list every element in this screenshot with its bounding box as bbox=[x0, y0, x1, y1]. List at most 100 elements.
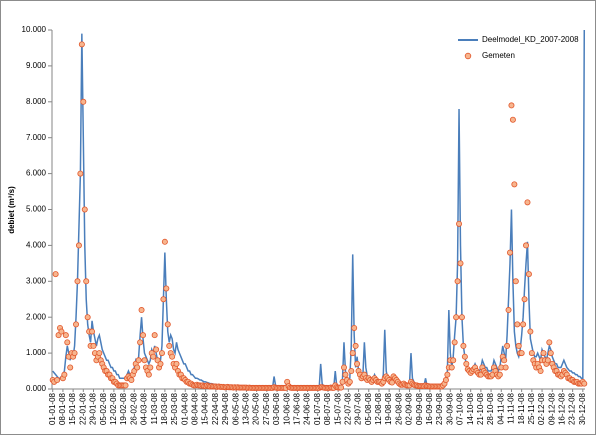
y-tick-label: 5.000 bbox=[26, 205, 47, 214]
data-point bbox=[520, 321, 527, 328]
data-point bbox=[160, 296, 167, 303]
x-tick-label: 23-12-08 bbox=[568, 392, 577, 425]
x-tick-label: 14-10-08 bbox=[466, 392, 475, 425]
data-point bbox=[354, 360, 361, 367]
data-point bbox=[509, 116, 516, 123]
data-point bbox=[164, 321, 171, 328]
data-point bbox=[73, 321, 80, 328]
x-tick-label: 05-02-08 bbox=[99, 392, 108, 425]
data-point bbox=[496, 371, 503, 378]
data-point bbox=[537, 368, 544, 375]
data-point bbox=[461, 353, 468, 360]
data-point bbox=[141, 357, 148, 364]
data-point bbox=[161, 238, 168, 245]
data-point bbox=[173, 360, 180, 367]
x-tick-label: 08-07-08 bbox=[323, 392, 332, 425]
x-tick-label: 22-01-08 bbox=[78, 392, 87, 425]
data-point bbox=[457, 260, 464, 267]
data-point bbox=[504, 342, 511, 349]
x-tick-label: 30-09-08 bbox=[445, 392, 454, 425]
data-point bbox=[463, 360, 470, 367]
data-point bbox=[62, 332, 69, 339]
x-tick-label: 11-03-08 bbox=[150, 392, 159, 424]
data-point bbox=[527, 328, 534, 335]
data-point bbox=[134, 364, 141, 371]
legend-label: Gemeten bbox=[482, 51, 515, 60]
data-point bbox=[511, 181, 518, 188]
x-tick-label: 12-02-08 bbox=[109, 392, 118, 425]
data-point bbox=[89, 328, 96, 335]
data-point bbox=[151, 332, 158, 339]
data-point bbox=[544, 357, 551, 364]
data-point bbox=[71, 350, 78, 357]
data-point bbox=[348, 368, 355, 375]
y-tick-label: 3.000 bbox=[26, 276, 47, 285]
data-point bbox=[514, 321, 521, 328]
data-point bbox=[454, 278, 461, 285]
x-tick-label: 10-06-08 bbox=[282, 392, 291, 425]
x-tick-label: 22-07-08 bbox=[343, 392, 352, 425]
x-tick-label: 02-12-08 bbox=[537, 392, 546, 425]
x-tick-label: 04-03-08 bbox=[140, 392, 149, 425]
x-tick-label: 25-03-08 bbox=[170, 392, 179, 425]
data-point bbox=[546, 339, 553, 346]
x-tick-label: 24-06-08 bbox=[303, 392, 312, 425]
x-tick-label: 09-09-08 bbox=[415, 392, 424, 425]
x-tick-label: 12-08-08 bbox=[374, 392, 383, 425]
data-point bbox=[512, 278, 519, 285]
data-point bbox=[507, 249, 514, 256]
data-point bbox=[525, 271, 532, 278]
data-point bbox=[54, 377, 61, 384]
data-point bbox=[338, 384, 345, 391]
x-tick-label: 30-12-08 bbox=[578, 392, 587, 425]
data-point bbox=[58, 328, 65, 335]
data-point bbox=[456, 220, 463, 227]
x-tick-label: 04-11-08 bbox=[496, 392, 505, 424]
x-tick-label: 02-09-08 bbox=[405, 392, 414, 425]
data-point bbox=[122, 382, 129, 389]
y-tick-label: 7.000 bbox=[26, 133, 47, 142]
data-point bbox=[74, 278, 81, 285]
data-point bbox=[351, 324, 358, 331]
data-point bbox=[521, 296, 528, 303]
data-point bbox=[81, 206, 88, 213]
x-tick-label: 25-11-08 bbox=[527, 392, 536, 424]
x-tick-label: 21-10-08 bbox=[476, 392, 485, 425]
data-point bbox=[340, 364, 347, 371]
data-point bbox=[140, 332, 147, 339]
y-tick-label: 1.000 bbox=[26, 348, 47, 357]
data-point bbox=[84, 314, 91, 321]
x-tick-label: 19-08-08 bbox=[384, 392, 393, 425]
x-tick-label: 29-04-08 bbox=[221, 392, 230, 425]
data-point bbox=[78, 41, 85, 48]
x-tick-label: 15-07-08 bbox=[333, 392, 342, 425]
data-point bbox=[83, 278, 90, 285]
data-point bbox=[453, 314, 460, 321]
data-point bbox=[52, 271, 59, 278]
x-tick-label: 18-03-08 bbox=[160, 392, 169, 425]
data-point bbox=[547, 350, 554, 357]
data-point bbox=[128, 377, 135, 384]
data-point bbox=[518, 350, 525, 357]
data-point bbox=[158, 350, 165, 357]
data-point bbox=[508, 102, 515, 109]
data-point bbox=[157, 360, 164, 367]
y-tick-label: 4.000 bbox=[26, 241, 47, 250]
data-point bbox=[524, 199, 531, 206]
x-tick-label: 09-12-08 bbox=[547, 392, 556, 425]
x-tick-label: 13-05-08 bbox=[242, 392, 251, 425]
data-point bbox=[523, 242, 530, 249]
data-point bbox=[444, 371, 451, 378]
x-tick-label: 27-05-08 bbox=[262, 392, 271, 425]
data-point bbox=[352, 342, 359, 349]
data-point bbox=[540, 350, 547, 357]
x-tick-label: 26-02-08 bbox=[129, 392, 138, 425]
x-tick-label: 08-01-08 bbox=[58, 392, 67, 425]
data-point bbox=[458, 314, 465, 321]
x-tick-label: 06-05-08 bbox=[231, 392, 240, 425]
x-tick-label: 29-07-08 bbox=[354, 392, 363, 425]
y-tick-label: 9.000 bbox=[26, 61, 47, 70]
data-point bbox=[346, 378, 353, 385]
data-point bbox=[64, 339, 71, 346]
